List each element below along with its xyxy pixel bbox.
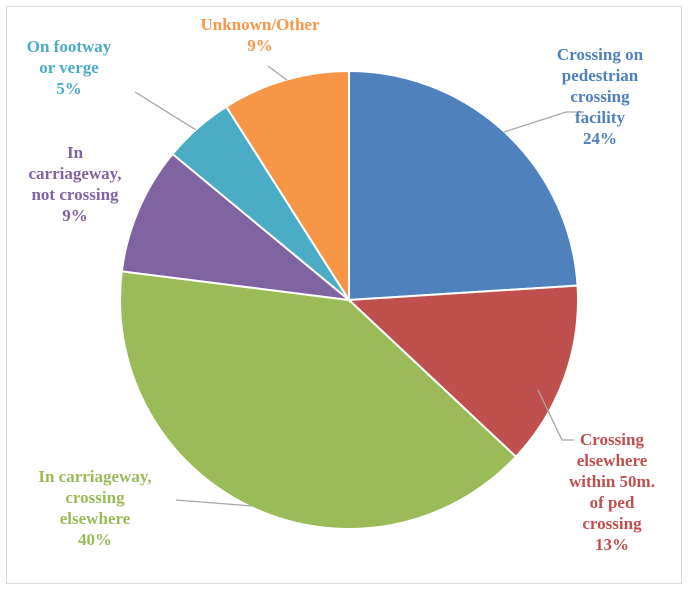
slice-label-line: crossing [570, 87, 630, 106]
slice-label: Crossing elsewhere within 50m. of ped crossi… [569, 430, 655, 554]
slice-label-line: or verge [39, 58, 99, 77]
leader-line [134, 91, 197, 131]
slice-percent: 9% [62, 206, 88, 225]
slice-percent: 24% [583, 129, 617, 148]
slice-label-line: pedestrian [562, 66, 639, 85]
slice-percent: 5% [56, 79, 82, 98]
leader-line [503, 111, 584, 133]
slice-label-line: Unknown/Other [200, 15, 319, 34]
slice-label: Unknown/Other 9% [200, 15, 319, 55]
pie-slice [346, 284, 579, 459]
slice-label: On footway or verge 5% [27, 37, 112, 98]
leader-line [175, 499, 253, 507]
slice-label-line: elsewhere [60, 509, 131, 528]
leader-line [537, 389, 574, 441]
slice-percent: 9% [247, 36, 273, 55]
slice-label-line: of ped [590, 493, 635, 512]
slice-label: Crossing on pedestrian crossing facility 24% [557, 45, 644, 148]
leader-line [267, 65, 288, 81]
slice-percent: 40% [78, 530, 112, 549]
slice-label: In carriageway, crossing elsewhere 40% [38, 467, 151, 549]
slice-label-line: On footway [27, 37, 112, 56]
slice-label-line: Crossing on [557, 45, 644, 64]
slice-label-line: not crossing [31, 185, 119, 204]
slice-label-line: In carriageway, [38, 467, 151, 486]
slice-label-line: In [67, 143, 84, 162]
pie-slice [120, 152, 353, 302]
slice-label-line: within 50m. [569, 472, 655, 491]
slice-label-line: elsewhere [577, 451, 648, 470]
slice-label-line: facility [575, 108, 626, 127]
slice-label-line: carriageway, [29, 164, 122, 183]
slice-label-line: Crossing [580, 430, 644, 449]
slice-label-line: crossing [582, 514, 642, 533]
slice-label: In carriageway, not crossing 9% [29, 143, 122, 225]
pie-slice [348, 69, 579, 302]
pie-slice [119, 270, 518, 530]
pie-slice [224, 69, 350, 304]
slice-percent: 13% [595, 535, 629, 554]
slice-label-line: crossing [65, 488, 125, 507]
